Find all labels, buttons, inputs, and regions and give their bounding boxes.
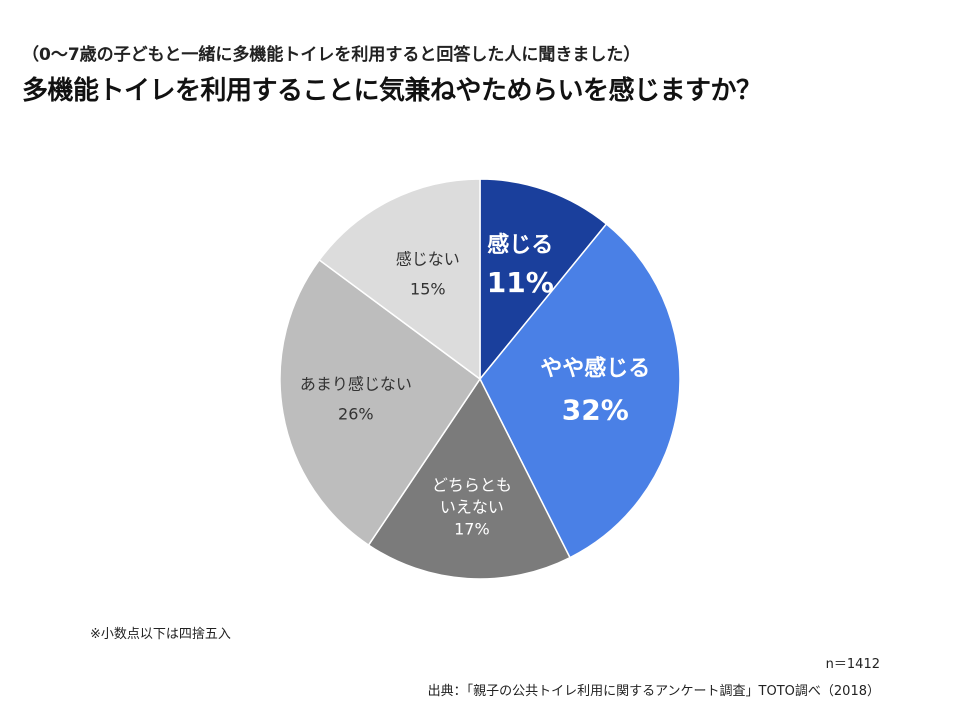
pie-slice xyxy=(479,222,681,559)
pie-slice xyxy=(279,258,482,547)
pie-slice xyxy=(318,178,481,381)
pie-slice xyxy=(479,178,608,382)
slice-value-label: 15% xyxy=(410,279,446,298)
sample-size: n＝1412 xyxy=(825,657,880,672)
chart-title: 多機能トイレを利用することに気兼ねやためらいを感じますか？ xyxy=(22,76,762,106)
slice-label: 感じる xyxy=(487,232,553,258)
slice-value-label: 17% xyxy=(454,520,490,539)
slice-label: やや感じる xyxy=(540,356,650,382)
source-citation: 出典：「親子の公共トイレ利用に関するアンケート調査」TOTO調べ（2018） xyxy=(427,684,880,699)
pie-slice xyxy=(367,377,571,580)
slice-value-label: 32% xyxy=(562,394,629,427)
slice-label: あまり感じない xyxy=(300,374,412,393)
slice-label: どちらとも xyxy=(432,476,512,495)
rounding-note: ※小数点以下は四捨五入 xyxy=(90,627,231,642)
slice-value-label: 11% xyxy=(487,266,554,299)
slice-label: いえない xyxy=(440,498,504,517)
slice-value-label: 26% xyxy=(338,404,374,423)
chart-subtitle: （0～7歳の子どもと一緒に多機能トイレを利用すると回答した人に聞きました） xyxy=(22,45,641,65)
slice-label: 感じない xyxy=(396,249,460,268)
